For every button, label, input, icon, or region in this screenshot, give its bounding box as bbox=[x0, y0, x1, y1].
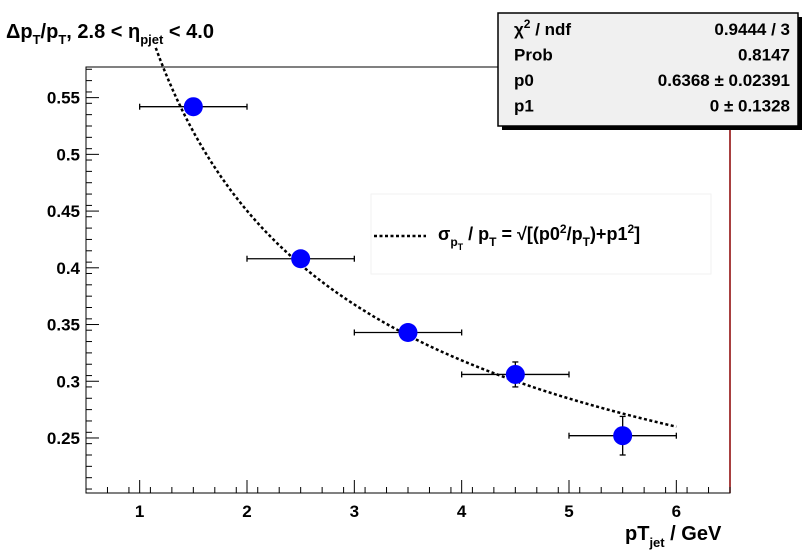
title-sub: T bbox=[33, 32, 41, 47]
x-tick-label: 2 bbox=[242, 502, 251, 521]
x-axis-label: pTjet / GeV bbox=[625, 523, 722, 550]
title-part: , 2.8 < η bbox=[66, 21, 140, 43]
data-point bbox=[291, 249, 311, 269]
y-tick-label: 0.35 bbox=[47, 316, 80, 335]
title-part: /p bbox=[41, 21, 59, 43]
y-tick-label: 0.5 bbox=[56, 145, 80, 164]
fit-curve bbox=[154, 47, 677, 428]
title-sub: T bbox=[58, 32, 66, 47]
legend-box bbox=[370, 193, 712, 275]
stats-row-label: p0 bbox=[514, 71, 534, 90]
title-part: Δp bbox=[6, 21, 33, 43]
stats-box-panel bbox=[497, 12, 799, 127]
legend-part: = √[(p0 bbox=[497, 224, 560, 244]
stats-label-sup: 2 bbox=[524, 17, 531, 31]
legend-part: )+p1 bbox=[590, 224, 628, 244]
legend-part: ] bbox=[634, 224, 640, 244]
legend-subsub: T bbox=[458, 242, 464, 252]
xlabel-sub: jet bbox=[648, 535, 665, 550]
stats-row-label: p1 bbox=[514, 97, 534, 116]
x-tick-label: 3 bbox=[350, 502, 359, 521]
data-point bbox=[183, 97, 203, 117]
ticks-layer: 1 2 3 4 5 6 0.25 0.3 0.35 0.4 0.45 0.5 0.55 bbox=[47, 68, 731, 521]
legend: σpT / pT = √[(p02/pT)+p12] bbox=[370, 193, 712, 275]
x-tick-label: 1 bbox=[135, 502, 144, 521]
xlabel-main: pT bbox=[625, 523, 649, 545]
x-tick-label: 4 bbox=[457, 502, 467, 521]
legend-part: / p bbox=[463, 224, 489, 244]
title-part: < 4.0 bbox=[163, 21, 214, 43]
stats-row-value: 0.6368 ± 0.02391 bbox=[658, 71, 790, 90]
stats-rows: χ2 / ndf 0.9444 / 3 Prob 0.8147 p0 0.6368 ± 0… bbox=[514, 17, 790, 116]
stats-label-main: χ bbox=[514, 20, 524, 39]
data-point bbox=[613, 426, 633, 446]
legend-part: /p bbox=[567, 224, 583, 244]
legend-sub: T bbox=[583, 235, 591, 249]
stats-row-value: 0 ± 0.1328 bbox=[710, 97, 790, 116]
legend-sub: p bbox=[450, 235, 457, 249]
fit-layer bbox=[154, 47, 677, 428]
y-tick-label: 0.45 bbox=[47, 202, 80, 221]
x-tick-label: 5 bbox=[564, 502, 573, 521]
stats-row-label: Prob bbox=[514, 46, 553, 65]
plot-frame bbox=[85, 66, 731, 494]
points-layer bbox=[139, 97, 677, 456]
stats-label-main: Prob bbox=[514, 46, 553, 65]
stats-row-label: χ2 / ndf bbox=[514, 17, 571, 39]
legend-part: σ bbox=[438, 224, 450, 244]
stats-label-rest: / ndf bbox=[530, 20, 571, 39]
stats-label-main: p1 bbox=[514, 97, 534, 116]
legend-label: σpT / pT = √[(p02/pT)+p12] bbox=[438, 222, 640, 252]
x-tick-label: 6 bbox=[672, 502, 681, 521]
stats-label-main: p0 bbox=[514, 71, 534, 90]
data-point bbox=[505, 364, 525, 384]
legend-sub: T bbox=[489, 235, 497, 249]
y-tick-label: 0.25 bbox=[47, 429, 80, 448]
chart-title: ΔpT/pT, 2.8 < ηpjet < 4.0 bbox=[6, 21, 214, 47]
y-tick-label: 0.4 bbox=[56, 259, 80, 278]
xlabel-unit: / GeV bbox=[665, 523, 722, 545]
stats-row-value: 0.8147 bbox=[738, 46, 790, 65]
y-tick-label: 0.3 bbox=[56, 372, 80, 391]
data-point bbox=[398, 322, 418, 342]
stats-row-value: 0.9444 / 3 bbox=[714, 20, 790, 39]
legend-sup: 2 bbox=[627, 222, 634, 236]
title-sub: pjet bbox=[140, 32, 164, 47]
y-tick-label: 0.55 bbox=[47, 89, 80, 108]
legend-sup: 2 bbox=[560, 222, 567, 236]
stats-box: χ2 / ndf 0.9444 / 3 Prob 0.8147 p0 0.6368 ± 0… bbox=[497, 12, 802, 130]
